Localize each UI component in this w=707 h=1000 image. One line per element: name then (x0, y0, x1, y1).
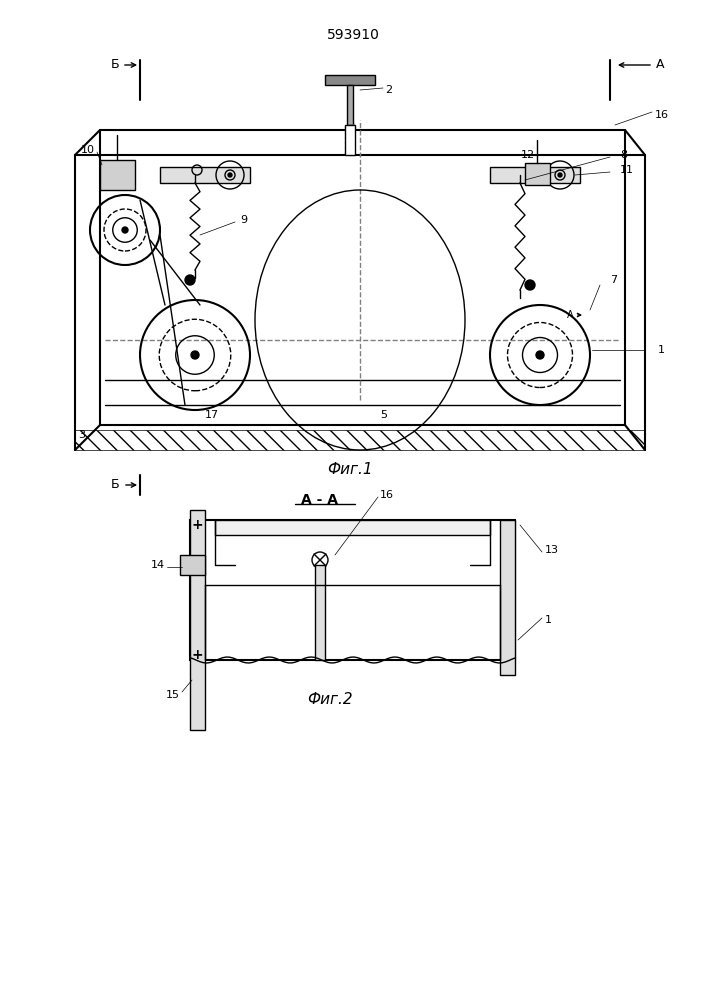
Bar (75, 430, 645, 450)
Bar (215, 520, 490, 535)
Bar (160, 167, 250, 183)
Text: 11: 11 (620, 165, 634, 175)
Text: Б: Б (111, 58, 119, 72)
Text: 2: 2 (385, 85, 392, 95)
Text: 5: 5 (380, 410, 387, 420)
Text: А: А (656, 58, 665, 72)
Text: 8: 8 (620, 150, 627, 160)
Bar (315, 565, 325, 660)
Bar (180, 555, 205, 575)
Text: А: А (567, 310, 573, 320)
Bar (325, 75, 375, 85)
Circle shape (191, 351, 199, 359)
Bar (190, 520, 515, 660)
Bar (490, 167, 580, 183)
Text: 16: 16 (380, 490, 394, 500)
Circle shape (536, 351, 544, 359)
Circle shape (558, 173, 562, 177)
Bar (500, 520, 515, 675)
Text: 12: 12 (521, 150, 535, 160)
Bar (100, 160, 135, 190)
Circle shape (122, 227, 128, 233)
Text: 10: 10 (81, 145, 95, 155)
Text: 15: 15 (166, 690, 180, 700)
Text: 1: 1 (658, 345, 665, 355)
Text: 7: 7 (610, 275, 617, 285)
Text: Фиг.1: Фиг.1 (327, 462, 373, 478)
Text: А - А: А - А (301, 493, 339, 507)
Text: Фиг.2: Фиг.2 (307, 692, 353, 708)
Text: 16: 16 (655, 110, 669, 120)
Text: 593910: 593910 (327, 28, 380, 42)
Bar (347, 85, 353, 125)
Text: 17: 17 (205, 410, 219, 420)
Text: 9: 9 (240, 215, 247, 225)
Text: +: + (191, 648, 203, 662)
Circle shape (525, 280, 535, 290)
Text: Б: Б (111, 479, 119, 491)
Text: 1: 1 (545, 615, 552, 625)
Bar (190, 510, 205, 730)
Text: 14: 14 (151, 560, 165, 570)
Circle shape (228, 173, 232, 177)
Text: +: + (191, 518, 203, 532)
Circle shape (185, 275, 195, 285)
Bar (525, 163, 550, 185)
Text: 3: 3 (78, 430, 85, 440)
Bar (345, 125, 355, 155)
Text: 13: 13 (545, 545, 559, 555)
